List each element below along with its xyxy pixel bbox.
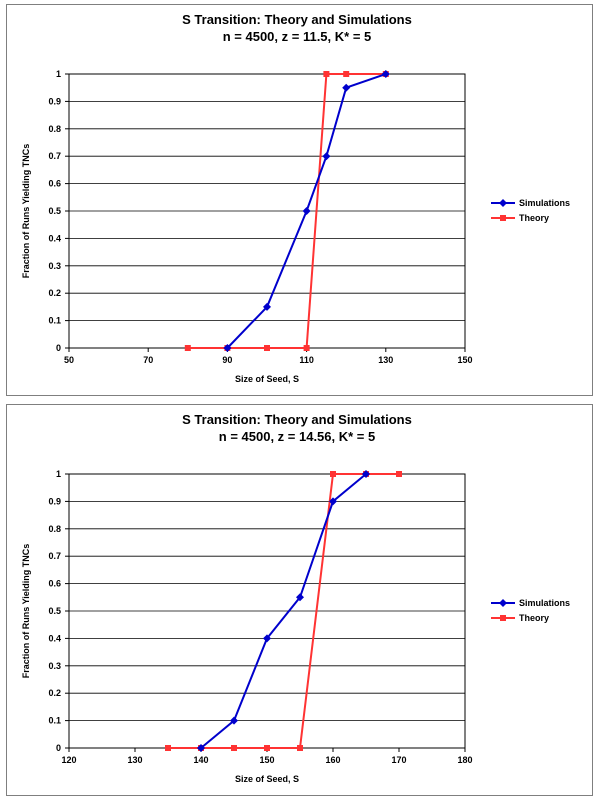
- chart-svg-top: S Transition: Theory and Simulations n = …: [21, 12, 570, 384]
- y-tick-label: 0.1: [48, 316, 61, 326]
- data-point-diamond: [302, 207, 311, 215]
- series-line: [168, 473, 399, 749]
- y-tick-label: 0.2: [48, 288, 61, 298]
- data-point-square: [264, 745, 270, 751]
- y-tick-label: 0.1: [48, 716, 61, 726]
- x-tick-label: 150: [259, 755, 274, 765]
- legend-label: Theory: [519, 613, 549, 623]
- data-point-square: [323, 71, 330, 77]
- legend-marker-diamond: [499, 199, 507, 207]
- data-point-square: [303, 345, 310, 351]
- data-point-square: [343, 71, 350, 77]
- y-tick-label: 0.8: [48, 524, 61, 534]
- chart-title: S Transition: Theory and Simulations: [182, 412, 412, 427]
- data-point-diamond: [362, 470, 370, 478]
- chart-title: S Transition: Theory and Simulations: [182, 12, 412, 27]
- y-tick-label: 1: [56, 69, 61, 79]
- y-tick-label: 0.5: [48, 606, 61, 616]
- chart-svg-bottom: S Transition: Theory and Simulations n = …: [21, 412, 570, 784]
- legend: Simulations Theory: [491, 198, 570, 223]
- x-tick-label: 150: [457, 355, 472, 365]
- legend: Simulations Theory: [491, 598, 570, 623]
- x-tick-label: 170: [391, 755, 406, 765]
- data-point-diamond: [263, 302, 271, 311]
- x-tick-label: 90: [222, 355, 232, 365]
- data-point-diamond: [296, 593, 304, 602]
- data-point-square: [165, 745, 171, 751]
- y-tick-label: 0: [56, 743, 61, 753]
- y-tick-label: 0.2: [48, 688, 61, 698]
- y-tick-label: 0.9: [48, 96, 61, 106]
- chart-subtitle: n = 4500, z = 14.56, K* = 5: [219, 429, 375, 444]
- y-tick-label: 0.4: [48, 633, 61, 643]
- y-tick-label: 0.7: [48, 151, 61, 161]
- data-point-square: [184, 345, 191, 351]
- legend-label: Simulations: [519, 598, 570, 608]
- legend-marker-square: [500, 615, 506, 621]
- legend-label: Theory: [519, 213, 549, 223]
- x-tick-label: 110: [299, 355, 314, 365]
- x-tick-label: 70: [143, 355, 153, 365]
- data-point-diamond: [230, 716, 238, 725]
- data-point-diamond: [263, 634, 271, 643]
- data-point-square: [264, 345, 270, 351]
- series-simulations: [223, 70, 390, 352]
- data-point-square: [330, 471, 336, 477]
- chart-panel-top: S Transition: Theory and Simulations n = …: [6, 4, 593, 396]
- y-tick-label: 0.3: [48, 661, 61, 671]
- x-tick-label: 120: [61, 755, 76, 765]
- x-tick-label: 130: [378, 355, 393, 365]
- series-simulations: [197, 470, 370, 752]
- y-tick-label: 0.6: [48, 179, 61, 189]
- x-tick-label: 50: [64, 355, 74, 365]
- y-tick-label: 0.5: [48, 206, 61, 216]
- legend-label: Simulations: [519, 198, 570, 208]
- y-tick-label: 0.8: [48, 124, 61, 134]
- y-axis-label: Fraction of Runs Yielding TNCs: [21, 544, 31, 679]
- data-point-diamond: [329, 497, 337, 506]
- y-tick-label: 1: [56, 469, 61, 479]
- data-point-square: [231, 745, 237, 751]
- y-axis-label: Fraction of Runs Yielding TNCs: [21, 144, 31, 279]
- legend-marker-square: [500, 215, 506, 221]
- x-axis-label: Size of Seed, S: [235, 374, 299, 384]
- series-line: [200, 473, 367, 749]
- x-tick-label: 160: [325, 755, 340, 765]
- data-point-diamond: [342, 83, 351, 92]
- data-point-square: [297, 745, 303, 751]
- chart-panel-bottom: S Transition: Theory and Simulations n = …: [6, 404, 593, 796]
- data-point-diamond: [223, 344, 232, 352]
- data-point-diamond: [381, 70, 390, 78]
- data-point-diamond: [322, 152, 331, 161]
- y-tick-label: 0.9: [48, 496, 61, 506]
- y-tick-label: 0.4: [48, 233, 61, 243]
- y-tick-label: 0.7: [48, 551, 61, 561]
- y-tick-label: 0.6: [48, 579, 61, 589]
- legend-marker-diamond: [499, 599, 507, 607]
- y-tick-label: 0.3: [48, 261, 61, 271]
- chart-subtitle: n = 4500, z = 11.5, K* = 5: [223, 29, 372, 44]
- x-tick-label: 140: [193, 755, 208, 765]
- x-tick-label: 130: [127, 755, 142, 765]
- data-point-square: [396, 471, 402, 477]
- x-axis-label: Size of Seed, S: [235, 774, 299, 784]
- y-tick-label: 0: [56, 343, 61, 353]
- series-line: [226, 73, 387, 349]
- data-point-diamond: [197, 744, 205, 752]
- x-tick-label: 180: [457, 755, 472, 765]
